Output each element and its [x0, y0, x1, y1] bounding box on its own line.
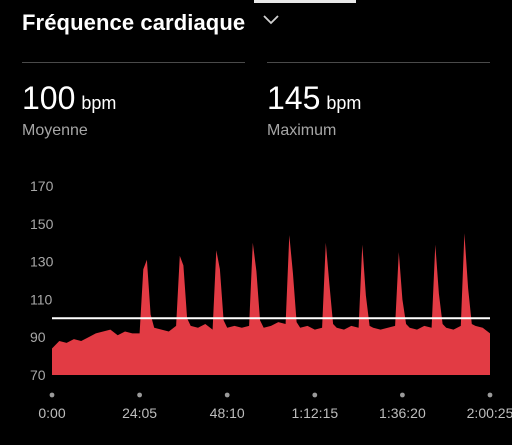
header: Fréquence cardiaque: [22, 8, 245, 38]
maximum-value: 145: [267, 80, 321, 116]
metric-maximum: 145 bpm Maximum: [267, 80, 361, 140]
x-tick-dot: [137, 392, 143, 398]
x-tick-label: 1:12:15: [291, 405, 338, 421]
metric-average: 100 bpm Moyenne: [22, 80, 116, 140]
x-tick-dot: [49, 392, 55, 398]
divider-left: [22, 62, 245, 63]
maximum-unit: bpm: [326, 93, 362, 113]
y-tick-label: 170: [30, 178, 54, 194]
y-tick-label: 110: [30, 291, 53, 307]
top-accent-bar: [254, 0, 356, 3]
x-tick-dot: [487, 392, 493, 398]
average-value: 100: [22, 80, 76, 116]
y-tick-label: 70: [30, 367, 46, 383]
x-tick-label: 2:00:25: [467, 405, 512, 421]
chevron-down-icon[interactable]: [262, 14, 280, 26]
x-tick-label: 0:00: [38, 405, 65, 421]
x-tick-label: 24:05: [122, 405, 157, 421]
y-tick-label: 130: [30, 254, 54, 270]
page-title: Fréquence cardiaque: [22, 10, 246, 35]
y-tick-label: 150: [30, 216, 54, 232]
x-tick-dot: [224, 392, 230, 398]
x-tick-dot: [312, 392, 318, 398]
divider-right: [267, 62, 490, 63]
x-tick-label: 1:36:20: [379, 405, 426, 421]
x-tick-dot: [400, 392, 405, 398]
average-label: Moyenne: [22, 122, 88, 139]
x-tick-label: 48:10: [210, 405, 245, 421]
y-tick-label: 90: [30, 329, 46, 345]
heart-rate-area: [52, 233, 490, 375]
average-unit: bpm: [81, 93, 117, 113]
maximum-label: Maximum: [267, 122, 337, 139]
